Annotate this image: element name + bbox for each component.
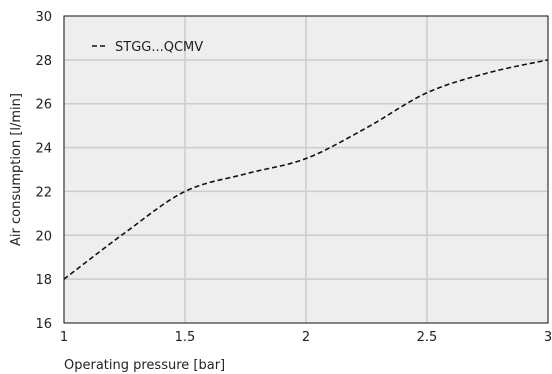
- y-tick-label: 20: [35, 229, 52, 244]
- legend: STGG...QCMV: [92, 40, 203, 55]
- grid-lines: [63, 15, 549, 324]
- plot-frame: [63, 15, 549, 324]
- x-tick-labels: 1 1.5 2 2.5 3: [60, 330, 552, 345]
- series-line: [63, 59, 549, 280]
- y-tick-label: 24: [35, 142, 52, 157]
- y-tick-label: 18: [35, 273, 52, 288]
- x-axis-title: Operating pressure [bar]: [64, 358, 225, 373]
- x-tick-label: 1.5: [175, 330, 196, 345]
- y-tick-label: 28: [35, 54, 52, 69]
- x-tick-label: 2: [302, 330, 310, 345]
- y-axis-title: Air consumption [l/min]: [9, 93, 24, 246]
- y-tick-label: 22: [35, 185, 52, 200]
- x-tick-label: 1: [60, 330, 68, 345]
- legend-entry: STGG...QCMV: [115, 40, 203, 55]
- y-tick-labels: 16 18 20 22 24 26 28 30: [35, 10, 52, 332]
- x-tick-label: 3: [544, 330, 552, 345]
- x-tick-label: 2.5: [417, 330, 438, 345]
- y-tick-label: 16: [35, 317, 52, 332]
- y-tick-label: 30: [35, 10, 52, 25]
- y-tick-label: 26: [35, 98, 52, 113]
